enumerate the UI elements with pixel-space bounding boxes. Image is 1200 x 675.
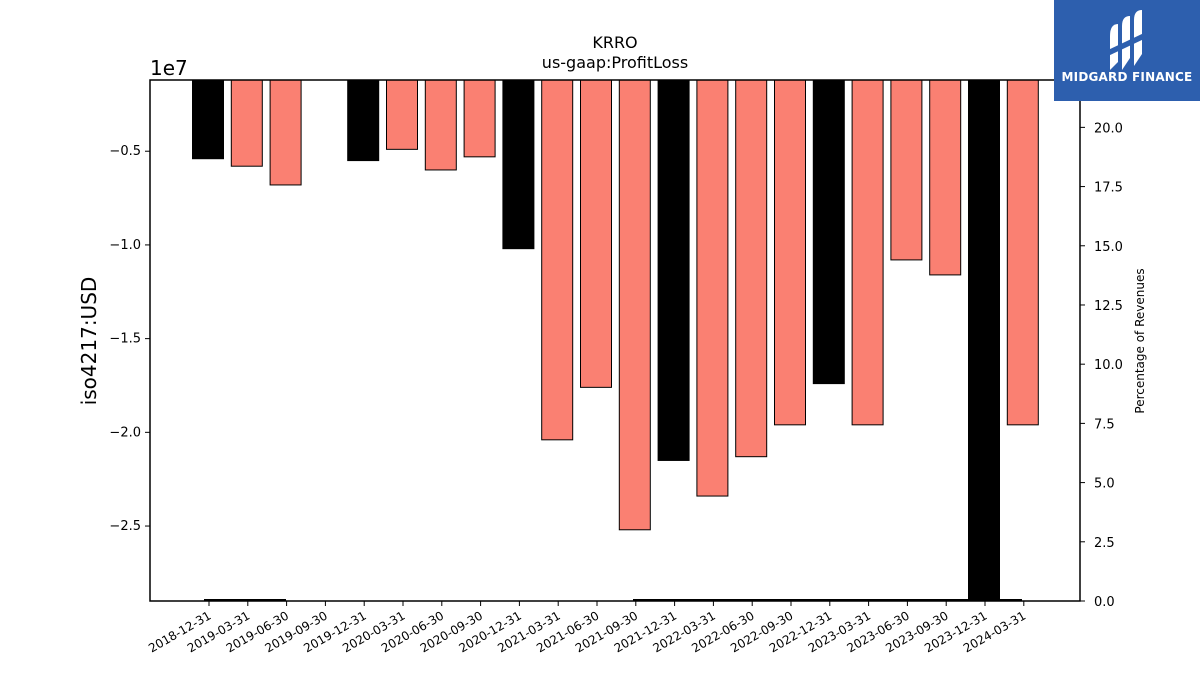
bar-2022-09-30 bbox=[774, 79, 806, 426]
bar-2021-06-30 bbox=[580, 79, 612, 388]
bar-2020-06-30 bbox=[424, 79, 457, 171]
y2-tick-label: 20.0 bbox=[1094, 121, 1123, 136]
bars-group bbox=[192, 79, 1039, 602]
y2-axis-label: Percentage of Revenues bbox=[1133, 268, 1147, 413]
bar-2020-03-31 bbox=[386, 79, 418, 150]
bar-2021-03-31 bbox=[541, 79, 574, 441]
bar-2023-03-31 bbox=[851, 79, 884, 426]
y-tick-label: −1.0 bbox=[109, 238, 141, 253]
brand-logo: MIDGARD FINANCE bbox=[1054, 0, 1200, 101]
bar-2022-06-30 bbox=[735, 79, 768, 458]
y2-tick-label: 12.5 bbox=[1094, 299, 1123, 314]
bar-2024-03-31 bbox=[1006, 79, 1039, 426]
bar-2019-06-30 bbox=[269, 79, 302, 186]
bar-2020-12-31 bbox=[502, 79, 535, 250]
bar-2023-06-30 bbox=[890, 79, 923, 261]
y2-tick-label: 7.5 bbox=[1094, 417, 1115, 432]
y-tick-label: −2.5 bbox=[109, 519, 141, 534]
left-axis-ticks: −0.5 −1.0 −1.5 −2.0 −2.5 bbox=[109, 144, 150, 534]
bar-2020-09-30 bbox=[463, 79, 496, 158]
y2-tick-label: 5.0 bbox=[1094, 477, 1115, 492]
y-axis-label: iso4217:USD bbox=[77, 277, 101, 406]
bar-2018-12-31 bbox=[192, 79, 224, 160]
y2-tick-label: 2.5 bbox=[1094, 536, 1115, 551]
bar-2022-12-31 bbox=[812, 79, 845, 385]
x-axis-ticks: 2018-12-312019-03-312019-06-302019-09-30… bbox=[146, 601, 1028, 655]
logo-mark-icon bbox=[1108, 10, 1146, 70]
chart-title: KRRO bbox=[592, 33, 637, 52]
y-scale-label: 1e7 bbox=[150, 56, 188, 80]
bar-2021-09-30 bbox=[618, 79, 651, 531]
logo-text: MIDGARD FINANCE bbox=[1061, 70, 1193, 84]
plot-frame bbox=[149, 79, 1081, 602]
y2-tick-label: 15.0 bbox=[1094, 240, 1123, 255]
y-tick-label: −1.5 bbox=[109, 332, 141, 347]
chart-subtitle: us-gaap:ProfitLoss bbox=[542, 53, 688, 72]
y-tick-label: −0.5 bbox=[109, 144, 141, 159]
right-axis-ticks: 0.0 2.5 5.0 7.5 10.0 12.5 15.0 17.5 20.0 bbox=[1080, 121, 1123, 610]
bar-2022-03-31 bbox=[696, 79, 729, 497]
y2-tick-label: 17.5 bbox=[1094, 181, 1123, 196]
bar-2019-12-31 bbox=[347, 79, 380, 162]
bar-2019-03-31 bbox=[230, 79, 263, 167]
bar-2023-12-31 bbox=[968, 79, 1000, 602]
y2-tick-label: 0.0 bbox=[1094, 595, 1115, 610]
bar-2021-12-31 bbox=[657, 79, 690, 461]
y2-tick-label: 10.0 bbox=[1094, 358, 1123, 373]
y-tick-label: −2.0 bbox=[109, 425, 141, 440]
bar-2023-09-30 bbox=[929, 79, 962, 276]
